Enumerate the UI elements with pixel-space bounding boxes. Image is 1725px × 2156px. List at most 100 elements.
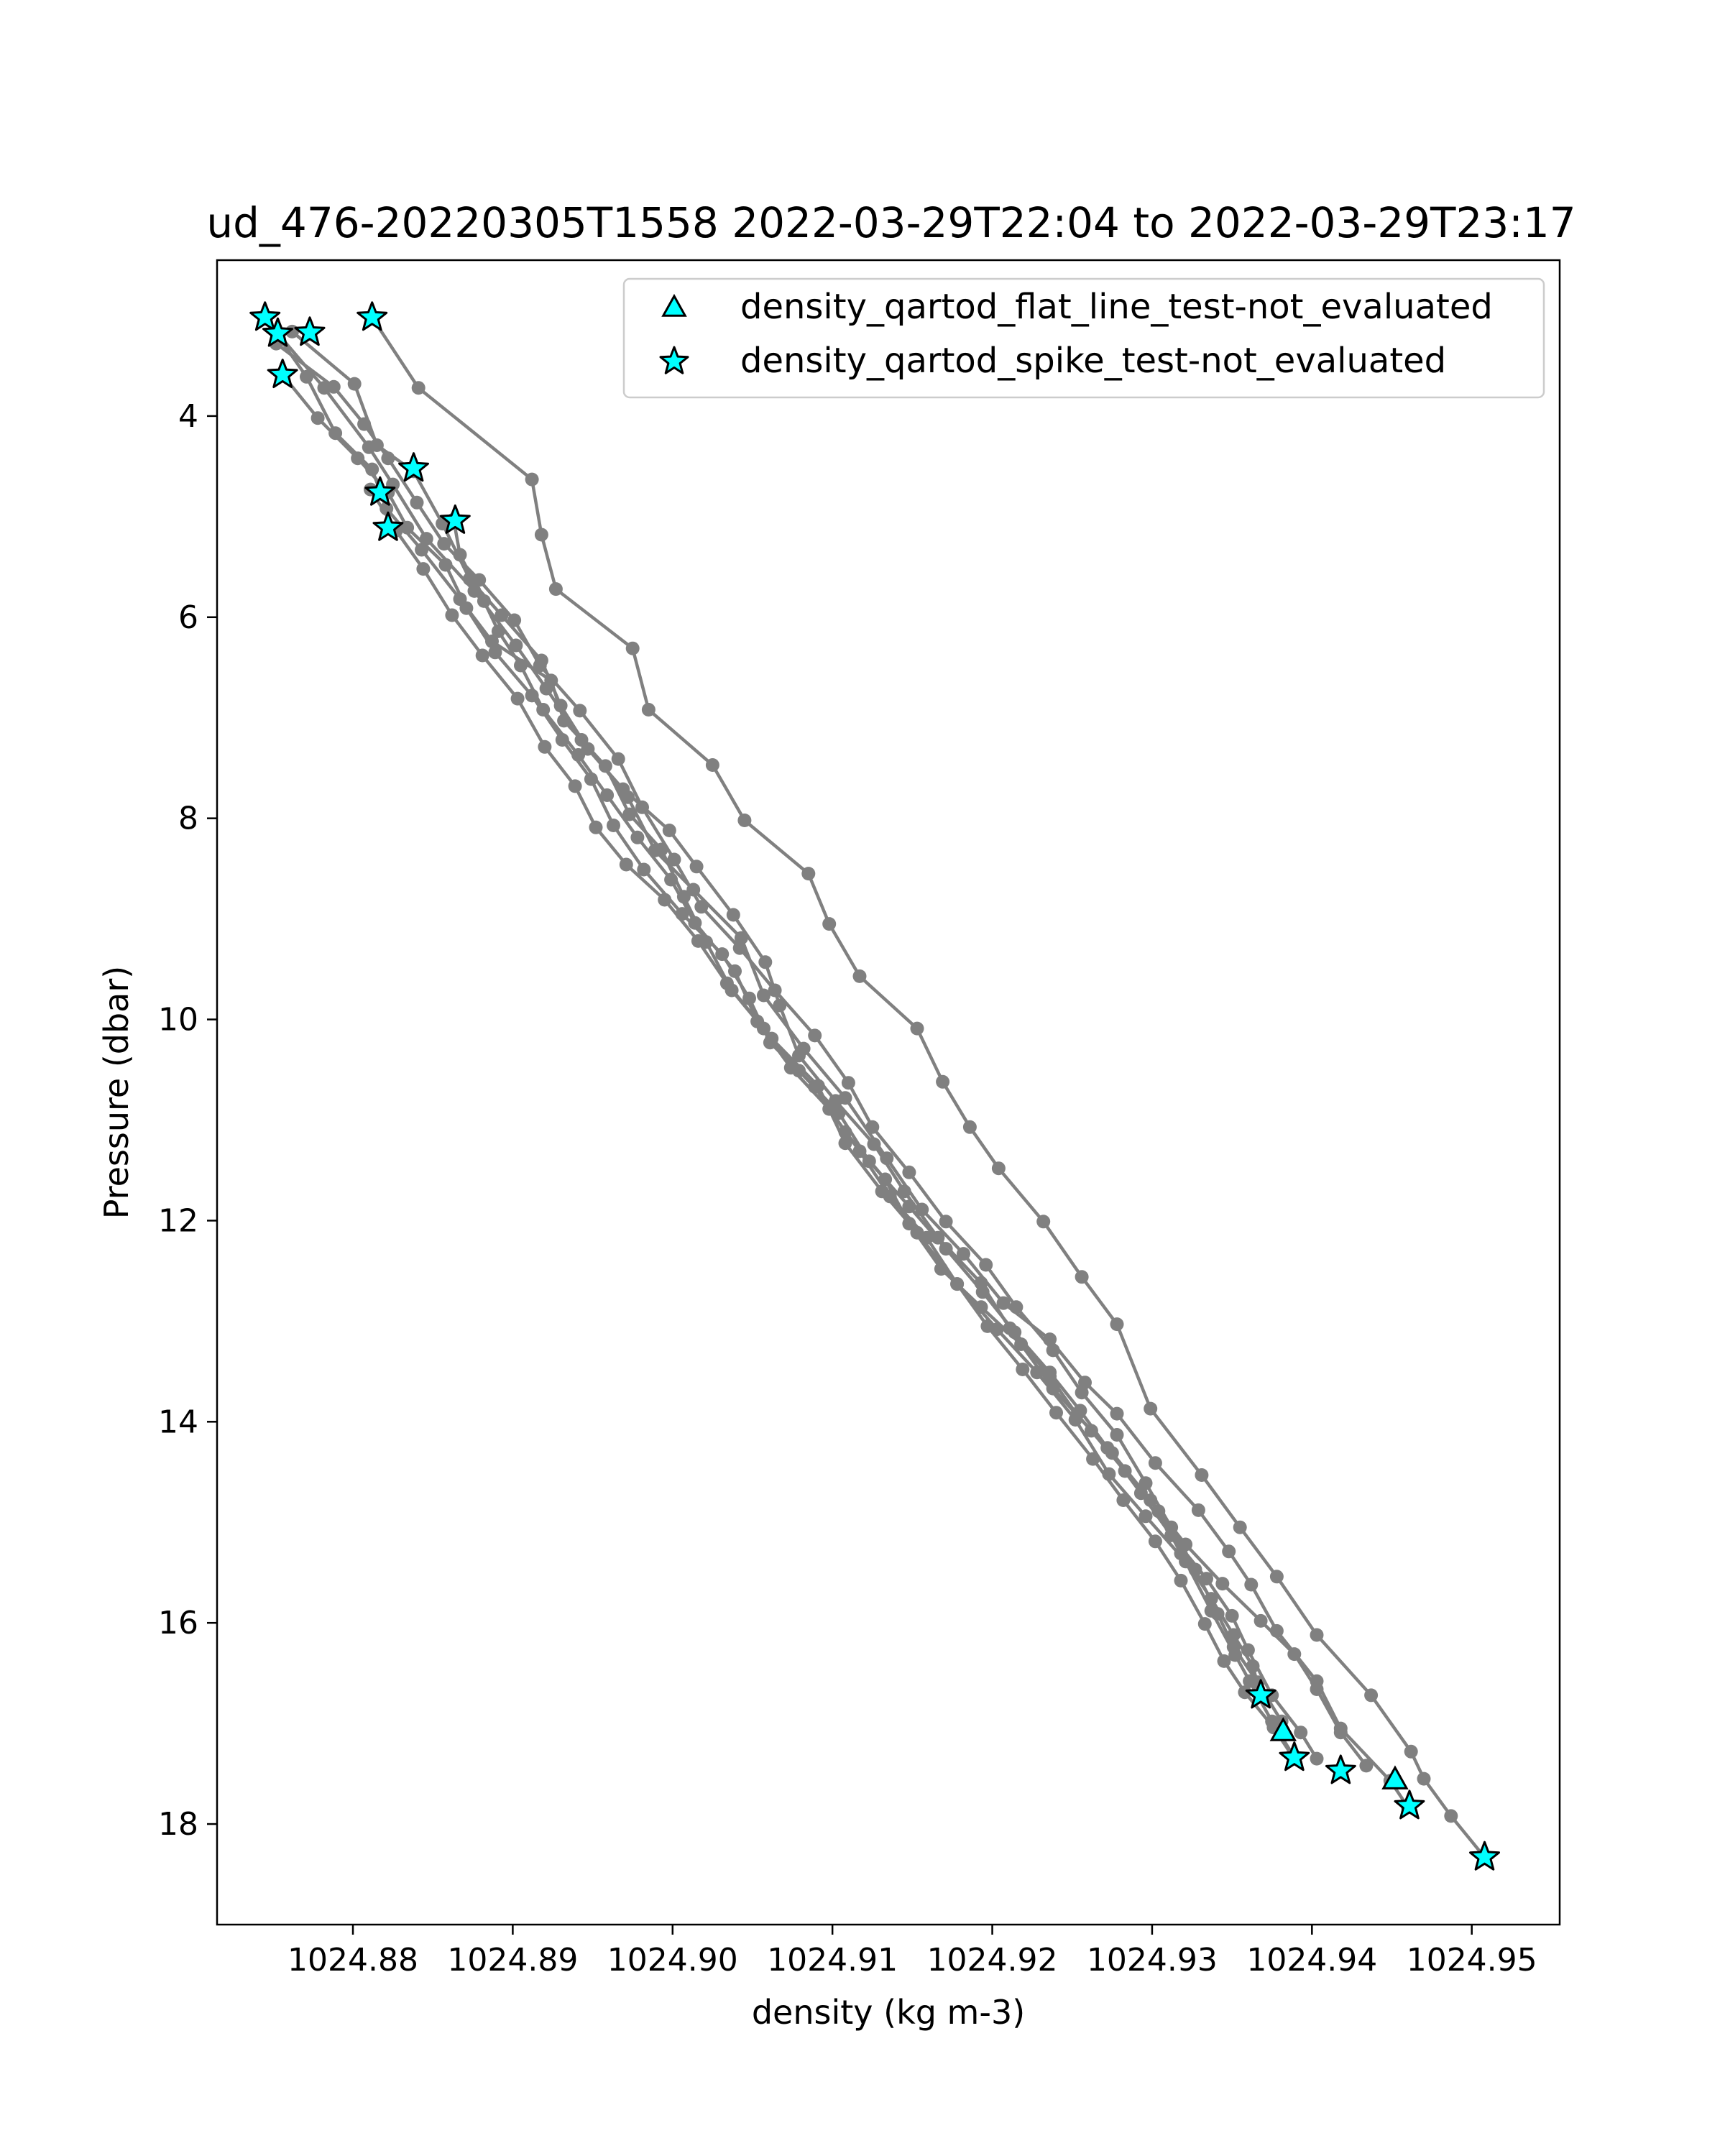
qartod-markers bbox=[249, 301, 1500, 1871]
profile-point bbox=[1215, 1577, 1230, 1591]
spike-marker bbox=[398, 452, 429, 482]
profile-point bbox=[525, 472, 539, 487]
x-tick-label: 1024.89 bbox=[447, 1942, 578, 1978]
profile-point bbox=[1333, 1726, 1348, 1740]
profile-point bbox=[534, 653, 548, 668]
profile-point bbox=[351, 451, 365, 466]
profile-point bbox=[491, 624, 505, 638]
profile-point bbox=[1148, 1456, 1162, 1470]
profile-point bbox=[852, 1144, 867, 1158]
profile-point bbox=[939, 1215, 953, 1229]
spike-marker bbox=[1325, 1754, 1356, 1784]
profile-line bbox=[276, 332, 1409, 1808]
profile-point bbox=[996, 1296, 1011, 1310]
profile-point bbox=[328, 426, 343, 441]
plot-frame bbox=[216, 259, 1561, 1926]
legend-star-marker bbox=[659, 346, 689, 374]
y-tick-label: 4 bbox=[178, 398, 198, 435]
profile-point bbox=[477, 594, 491, 608]
profile-point bbox=[758, 955, 773, 969]
profile-point bbox=[548, 582, 563, 596]
y-axis-ticks: 4 6 8 10 12 14 16 18 bbox=[158, 398, 217, 1843]
profile-point bbox=[1200, 1572, 1213, 1586]
profile-point bbox=[1191, 1503, 1205, 1517]
profile-point bbox=[611, 752, 625, 766]
profile-point bbox=[589, 820, 603, 834]
profile-point bbox=[1254, 1613, 1268, 1628]
y-tick-label: 18 bbox=[158, 1806, 198, 1843]
profile-point bbox=[416, 562, 431, 576]
profile-point bbox=[902, 1165, 916, 1179]
x-tick-label: 1024.93 bbox=[1087, 1942, 1218, 1978]
profile-point bbox=[1086, 1452, 1100, 1466]
profile-point bbox=[326, 379, 341, 394]
y-tick-label: 8 bbox=[178, 801, 198, 837]
profile-point bbox=[1217, 1654, 1231, 1668]
profile-point bbox=[437, 537, 451, 551]
profile-point bbox=[1197, 1617, 1212, 1631]
profile-line bbox=[369, 488, 1318, 1760]
spike-marker bbox=[364, 476, 396, 506]
spike-marker bbox=[249, 301, 281, 331]
profile-point bbox=[607, 819, 620, 832]
profile-point bbox=[514, 658, 528, 673]
profile-point bbox=[838, 1136, 852, 1151]
profile-point bbox=[688, 916, 702, 930]
spike-marker bbox=[1394, 1789, 1425, 1820]
profile-point bbox=[1008, 1325, 1022, 1340]
profile-point bbox=[667, 852, 681, 867]
y-tick-label: 14 bbox=[158, 1404, 198, 1440]
profile-point bbox=[453, 548, 467, 562]
y-tick-label: 12 bbox=[158, 1202, 198, 1239]
profile-series-1 bbox=[365, 310, 1491, 1864]
profile-point bbox=[630, 830, 645, 844]
spike-marker bbox=[1469, 1841, 1500, 1871]
profile-point bbox=[488, 645, 502, 660]
profile-point bbox=[979, 1258, 993, 1272]
profile-line bbox=[291, 330, 1368, 1767]
profile-point bbox=[1046, 1343, 1060, 1358]
profile-point bbox=[1294, 1726, 1308, 1740]
chart-title: ud_476-20220305T1558 2022-03-29T22:04 to… bbox=[206, 198, 1576, 247]
profile-point bbox=[950, 1277, 965, 1291]
x-tick-label: 1024.92 bbox=[927, 1942, 1058, 1978]
profile-point bbox=[1244, 1577, 1259, 1592]
profile-point bbox=[553, 699, 568, 713]
spike-marker bbox=[1279, 1741, 1310, 1772]
profile-point bbox=[1238, 1685, 1252, 1700]
profile-point bbox=[637, 862, 651, 877]
profile-point bbox=[750, 1014, 765, 1028]
profile-point bbox=[1049, 1406, 1063, 1420]
x-tick-label: 1024.90 bbox=[607, 1942, 738, 1978]
profile-point bbox=[1009, 1300, 1024, 1314]
profile-point bbox=[1164, 1528, 1179, 1542]
legend: density_qartod_flat_line_test-not_evalua… bbox=[622, 277, 1545, 399]
profile-point bbox=[936, 1074, 950, 1089]
spike-marker bbox=[294, 316, 326, 346]
spike-marker bbox=[372, 511, 404, 541]
profile-point bbox=[726, 908, 740, 922]
profile-point bbox=[664, 872, 678, 887]
legend-box bbox=[622, 277, 1545, 399]
profile-point bbox=[1016, 1363, 1030, 1376]
profile-point bbox=[438, 558, 453, 572]
legend-label-spike: density_qartod_spike_test-not_evaluated bbox=[740, 341, 1446, 381]
profile-point bbox=[662, 824, 676, 837]
profile-point bbox=[619, 857, 633, 872]
profile-series-8 bbox=[446, 512, 1300, 1764]
profile-point bbox=[400, 520, 415, 535]
profile-point bbox=[732, 941, 747, 955]
profile-point bbox=[1075, 1386, 1089, 1400]
profile-point bbox=[705, 758, 719, 772]
profile-point bbox=[616, 782, 630, 796]
profile-point bbox=[494, 608, 509, 622]
spike-marker bbox=[262, 317, 293, 347]
profile-point bbox=[1225, 1608, 1239, 1623]
profile-point bbox=[475, 648, 489, 663]
spike-marker bbox=[356, 301, 388, 331]
y-tick-label: 10 bbox=[158, 1002, 198, 1038]
profile-point bbox=[1144, 1401, 1158, 1416]
profile-point bbox=[1310, 1628, 1324, 1642]
x-tick-label: 1024.88 bbox=[288, 1942, 418, 1978]
profile-point bbox=[536, 703, 551, 717]
